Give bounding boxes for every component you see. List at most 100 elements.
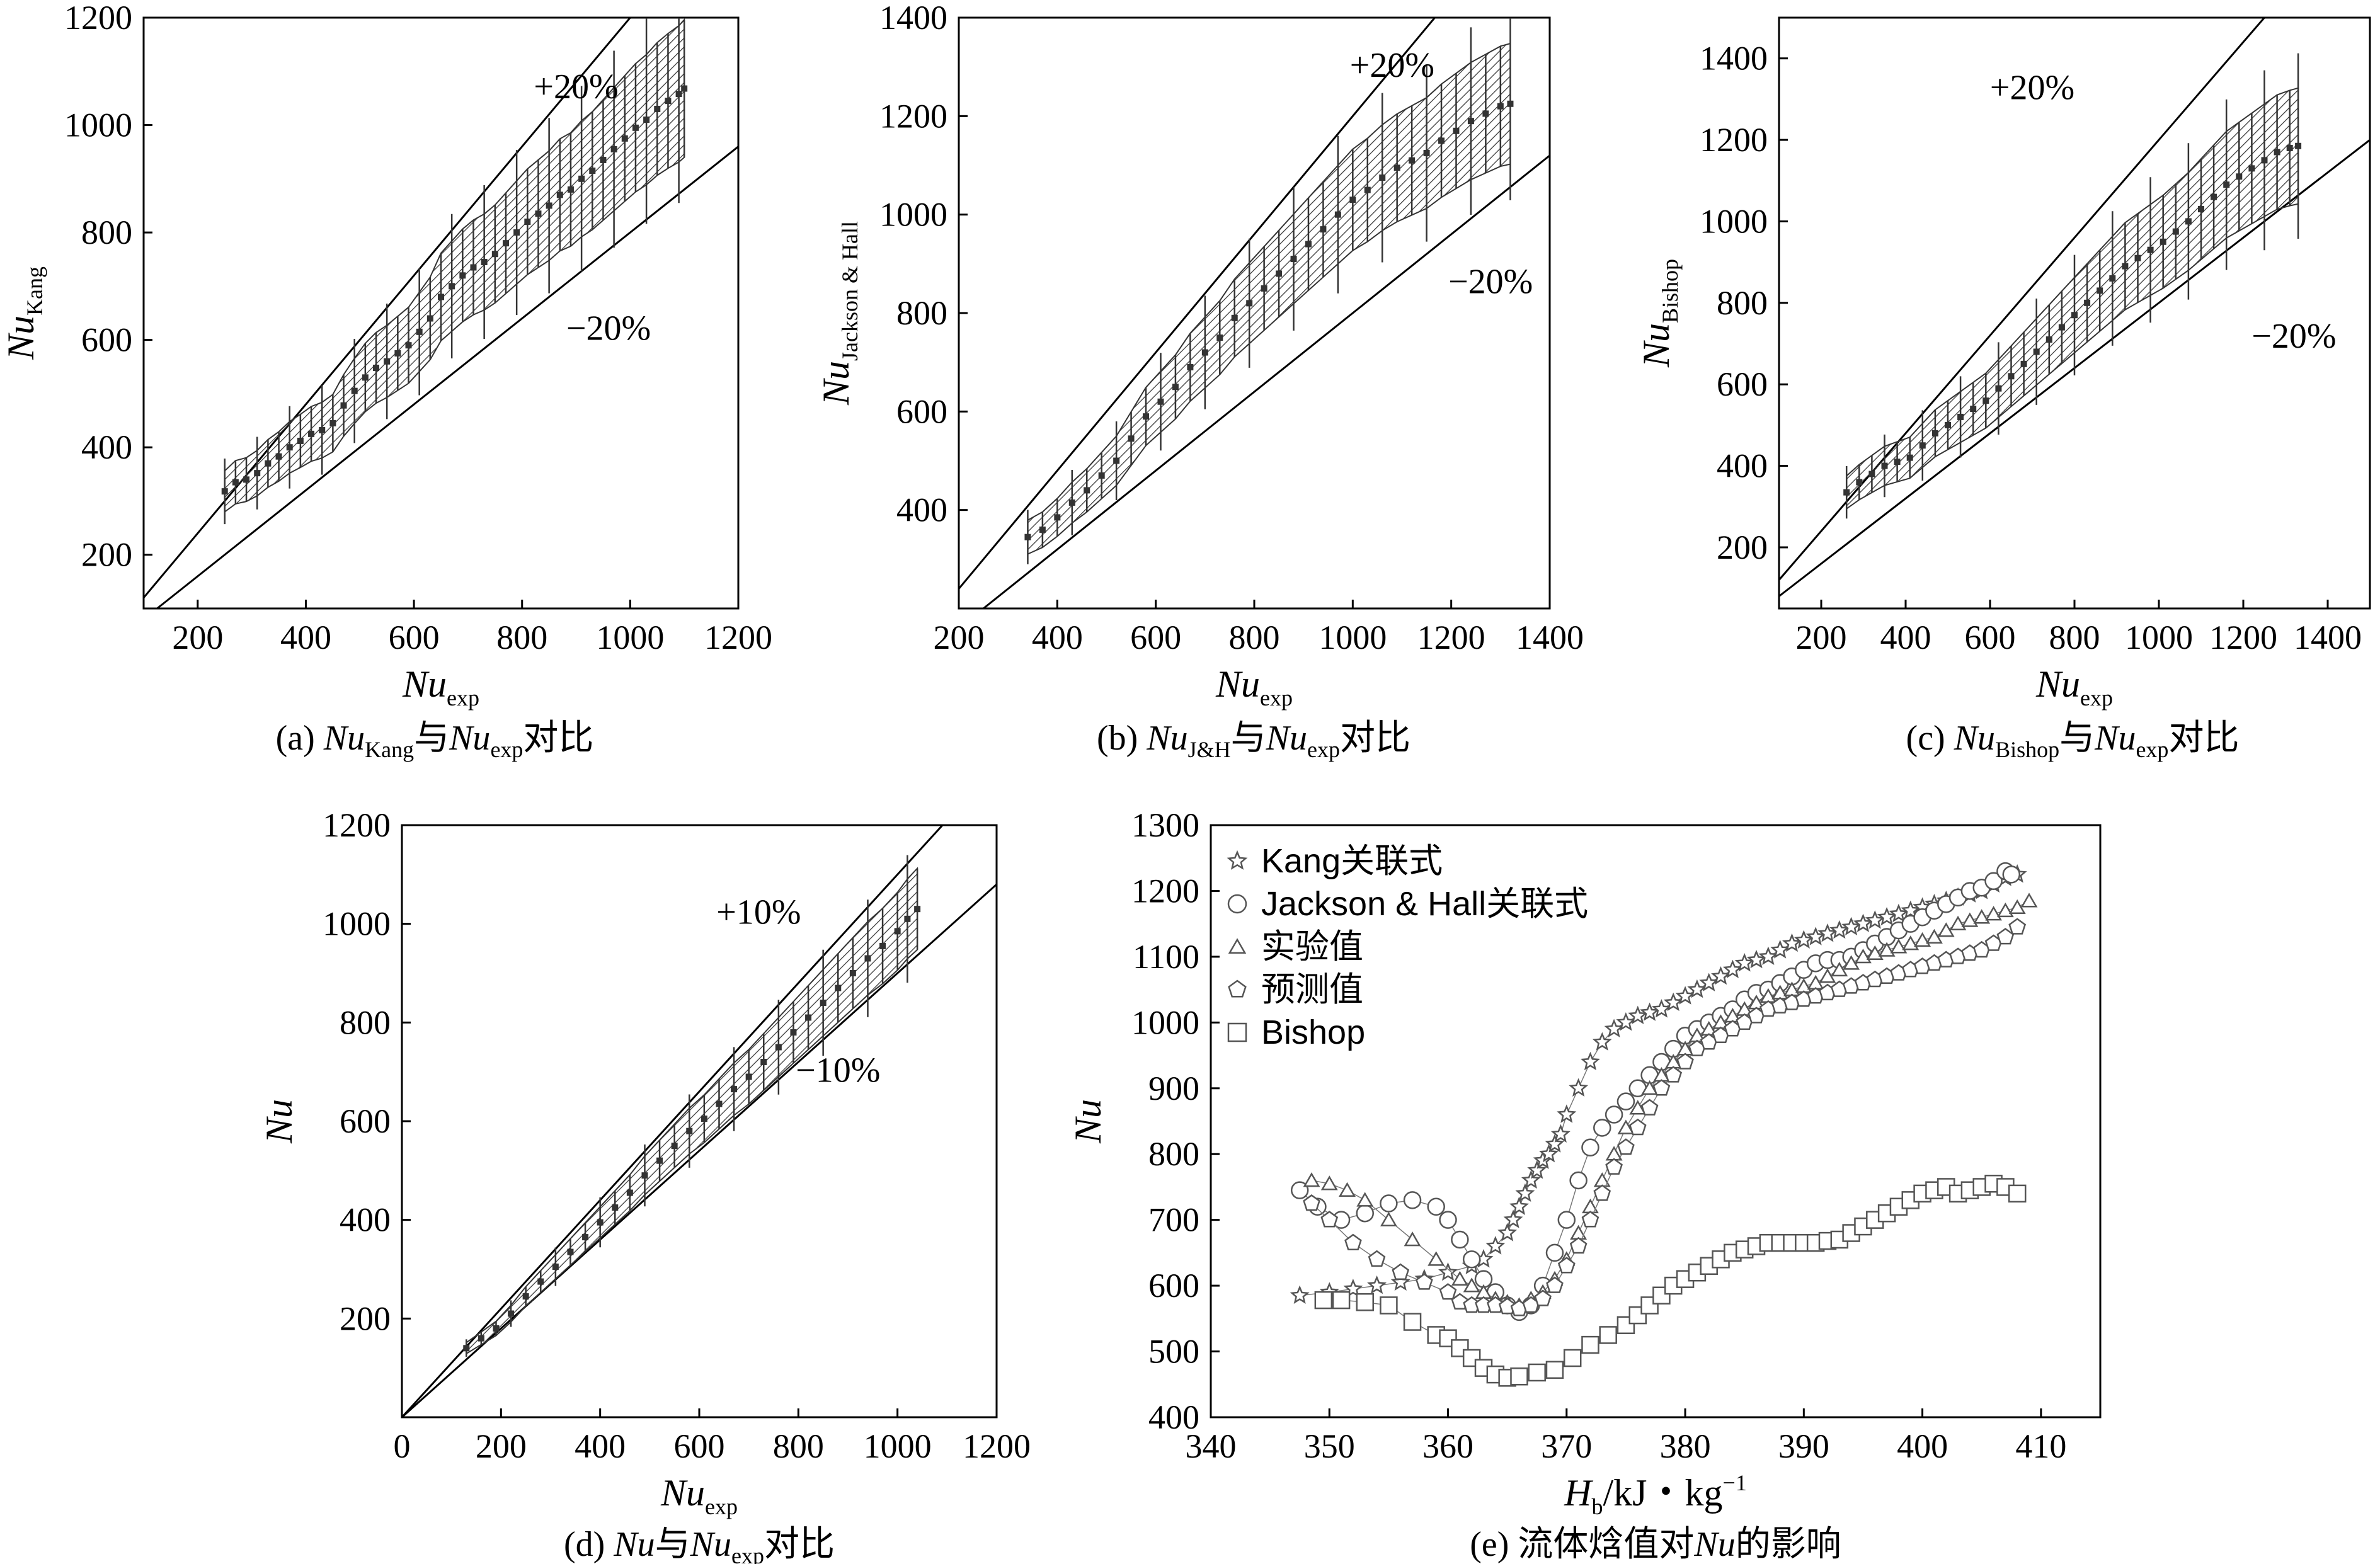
data-point [1982,397,1989,404]
data-point [612,1204,619,1211]
data-point [1261,285,1267,292]
x-tick-label: 200 [934,619,985,656]
marker-circle [1356,1204,1374,1223]
data-point [2020,360,2027,367]
y-axis-label: Nu [258,1099,300,1144]
marker-square [1462,1349,1481,1367]
data-point [1216,334,1223,341]
marker-star [1734,953,1754,972]
x-tick-label: 390 [1778,1427,1829,1465]
caption-part: 与 [414,719,449,758]
data-point [632,124,639,131]
x-tick-label: 400 [575,1427,626,1465]
y-axis-label-subscript: Bishop [1657,259,1683,323]
marker-pentagon [1628,1118,1647,1136]
marker-star [1651,999,1671,1018]
marker-triangle [1949,915,1967,931]
x-tick-label: 1000 [2125,619,2193,656]
plot-frame [1210,824,2102,1418]
data-point [1409,157,1416,164]
plot-area [959,18,1550,608]
y-axis-label: NuKang [0,266,47,360]
data-point [1945,421,1951,428]
marker-pentagon [1498,1297,1516,1315]
marker-circle [1557,1211,1576,1229]
panel-d-nu-vs-nu-exp: 0 200 400 600 800 1000 1200 200 400 600 800 1000 120… [258,806,1031,1564]
y-tick-label: 1200 [1700,121,1768,159]
data-point [1843,489,1850,496]
marker-circle [1451,1230,1469,1249]
caption-part: exp [1307,737,1340,762]
y-tick-label: 200 [340,1299,391,1337]
x-tick-label: 340 [1186,1427,1237,1465]
x-tick-label: 1000 [596,619,664,656]
x-axis-label: Nuexp [1215,663,1293,711]
data-point [1438,137,1445,144]
reference-line-label: −20% [2251,317,2336,356]
y-tick-label: 600 [340,1102,391,1140]
data-point [1231,314,1238,321]
data-point [1054,514,1061,521]
data-point [384,358,391,365]
marker-triangle [1463,1277,1480,1293]
caption-part: Bishop [1995,737,2059,762]
x-axis-label-subscript: exp [2080,685,2113,711]
data-point [675,91,682,98]
data-point [463,1345,470,1352]
y-tick-label: 1400 [879,0,947,37]
data-point [2045,336,2052,343]
marker-pentagon [1439,1283,1457,1300]
marker-pentagon [1534,1289,1552,1306]
panel-caption: (a) NuKang与Nuexp对比 [276,719,594,762]
data-point [1098,472,1105,479]
marker-star [1438,1262,1458,1281]
x-tick-label: 400 [280,619,331,656]
x-tick-label: 380 [1660,1427,1711,1465]
scatter-envelope [1846,87,2299,510]
data-point [2071,312,2078,319]
caption-part: Nu [690,1525,731,1564]
marker-star [1390,1272,1410,1291]
marker-star [1853,913,1873,932]
marker-star [1604,1019,1624,1037]
reference-line-label: +20% [1350,46,1434,85]
marker-triangle [1339,1182,1356,1197]
marker-star [1746,949,1766,969]
marker-star [1758,946,1778,966]
data-point [716,1100,723,1107]
data-point [297,437,304,444]
data-point [835,985,842,991]
x-axis-label-superscript: −1 [1723,1470,1747,1495]
caption-part: Nu [613,1525,655,1564]
data-point [656,1157,663,1164]
reference-line [402,825,944,1417]
marker-star [1889,903,1909,923]
marker-star [1539,1143,1559,1163]
caption-part: J&H [1188,737,1231,762]
data-point [2084,299,2091,306]
data-point [362,374,369,381]
y-tick-label: 400 [1148,1398,1199,1436]
marker-pentagon [1416,1273,1433,1290]
marker-triangle [1451,1270,1468,1286]
x-axis-label-main: Nu [660,1472,705,1514]
x-axis-label-main: Nu [2035,663,2080,705]
marker-circle [1380,1194,1398,1213]
data-point [2109,275,2116,282]
caption-part: exp [731,1543,764,1564]
caption-prefix: (d) [564,1525,614,1564]
data-point [610,146,617,152]
data-point [502,240,509,247]
marker-star [1794,930,1814,949]
x-axis-label: Nuexp [660,1472,738,1519]
x-tick-label: 400 [1880,619,1931,656]
data-point [405,342,412,349]
caption-part: 对比 [2168,719,2239,758]
y-axis-label-main: Nu [0,316,42,360]
marker-star [1722,959,1742,978]
marker-triangle [1996,902,2014,918]
data-point [329,420,336,426]
data-point [1246,300,1253,307]
series-square [1314,1174,2027,1387]
data-point [1393,164,1400,171]
